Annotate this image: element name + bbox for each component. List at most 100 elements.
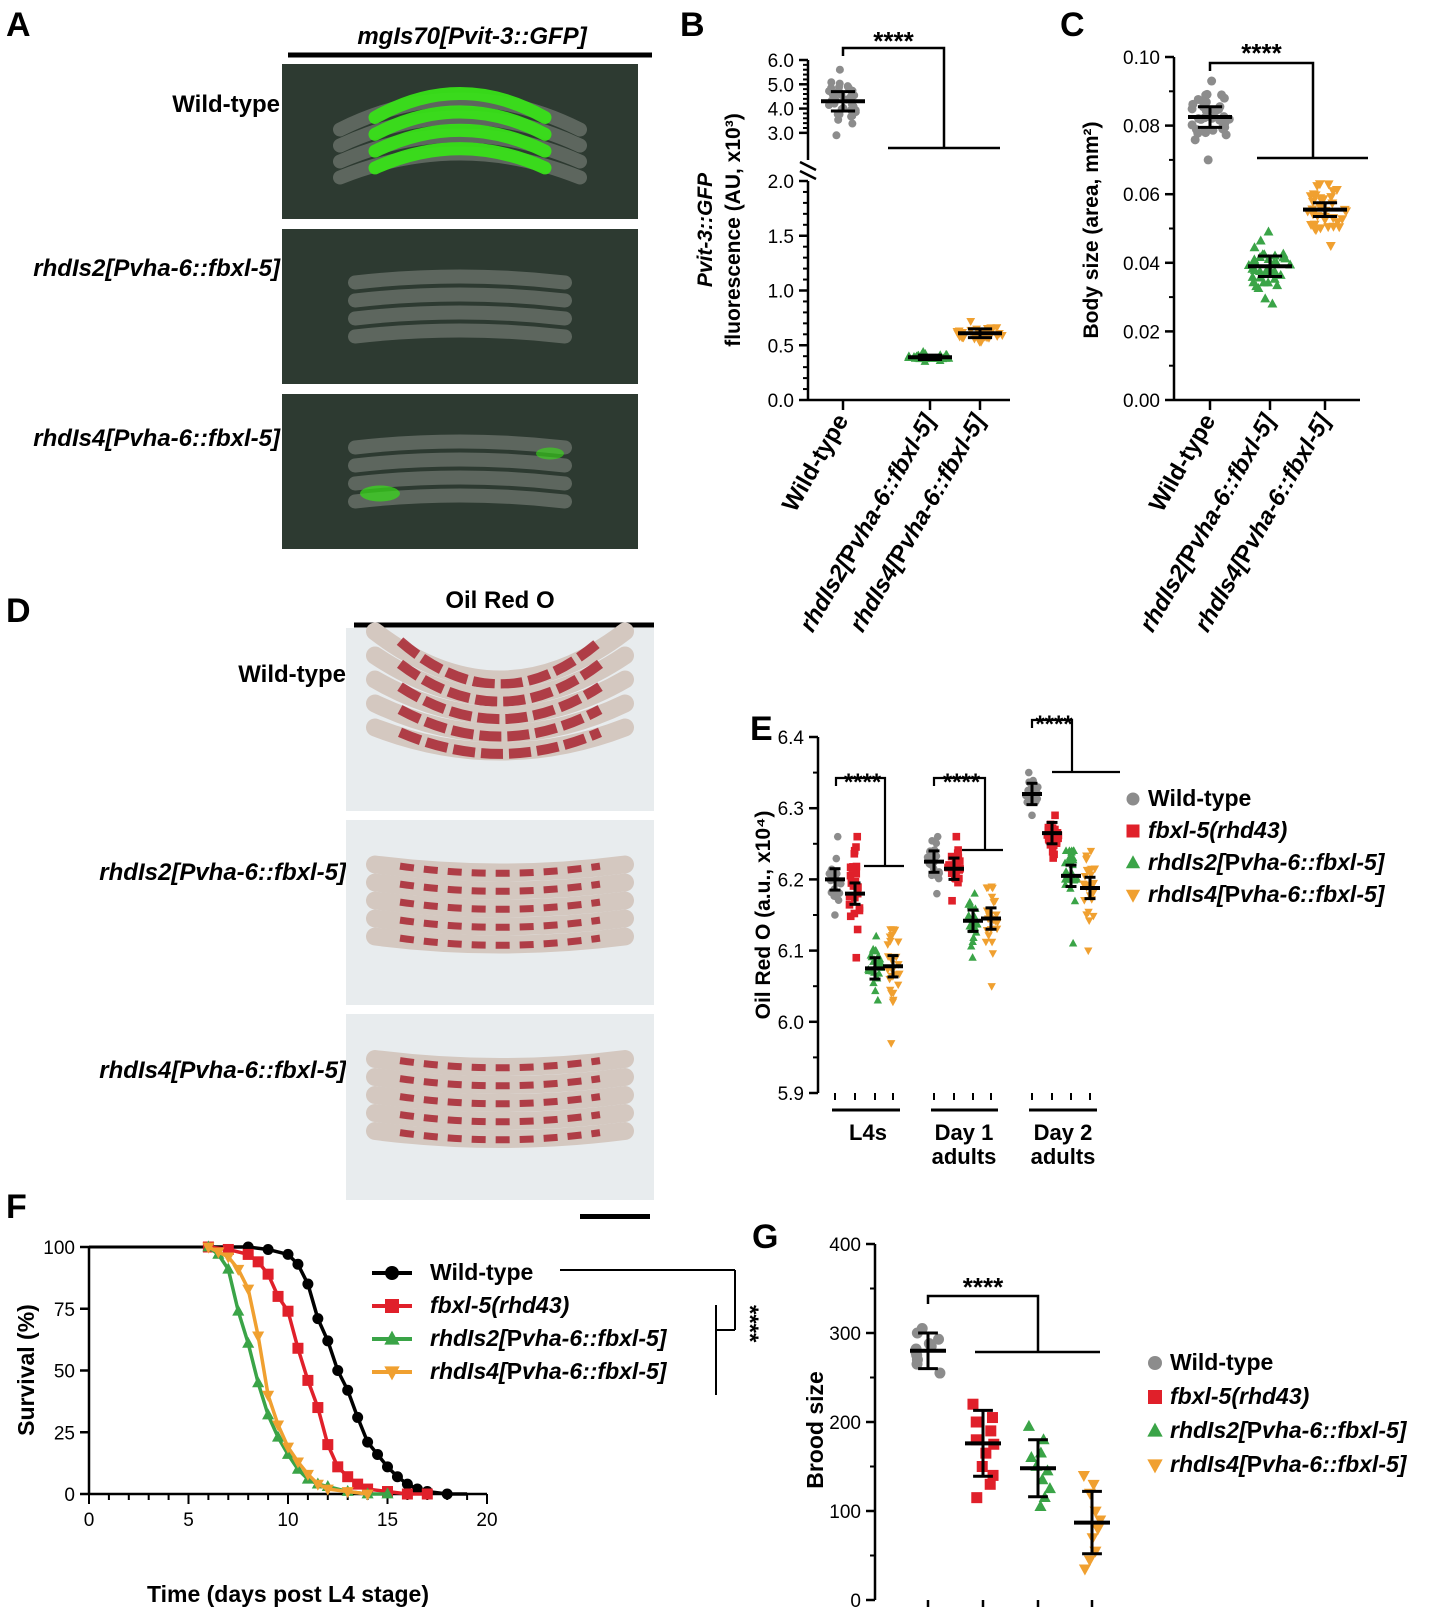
- chart-f-legend-label: Wild-type: [430, 1259, 533, 1285]
- chart-c-point: [1260, 293, 1271, 303]
- chart-b-y-tick-label: 1.5: [768, 227, 794, 248]
- chart-g-point: [916, 1323, 928, 1335]
- chart-g-legend-label: fbxl-5(rhd43): [1170, 1383, 1309, 1409]
- chart-c-point: [1320, 215, 1330, 225]
- chart-e-point: [894, 938, 903, 947]
- chart-f-point: [312, 1402, 324, 1414]
- chart-c: 0.00 0.02 0.04 0.06 0.08 0.10 Body size (area,…: [1080, 38, 1368, 637]
- chart-e-point: [889, 989, 898, 998]
- gfp-signal: [368, 87, 552, 124]
- chart-e-sig-bracket: [932, 776, 987, 850]
- chart-e: 5.9 6.0 6.1 6.2 6.3 6.4 Oil Red O (a.u., x10⁴)…: [752, 711, 1386, 1169]
- chart-f-point: [292, 1258, 304, 1270]
- chart-f-x-tick-label: 10: [277, 1510, 298, 1531]
- chart-e-point: [888, 998, 898, 1007]
- lipid-stain: [398, 727, 602, 759]
- chart-f-point: [222, 1243, 234, 1255]
- chart-f-legend-label: rhdIs4[Pvha-6::fbxl-5]: [430, 1358, 668, 1384]
- lipid-stain: [399, 898, 601, 913]
- panel-a-row-label-2: rhdIs2[Pvha-6::fbxl-5]: [33, 255, 281, 282]
- chart-e-group-label: adults: [932, 1144, 997, 1169]
- chart-e-legend-marker: [1125, 855, 1141, 869]
- chart-e-point: [1061, 846, 1071, 854]
- panel-a-header: mgIs70[Pvit-3::GFP]: [357, 23, 587, 50]
- chart-f-point: [352, 1478, 364, 1490]
- chart-f-legend-marker: [384, 1366, 400, 1381]
- chart-c-point: [1272, 280, 1283, 290]
- chart-g-point: [987, 1469, 999, 1481]
- chart-e-point: [965, 897, 974, 906]
- chart-e-point: [1084, 917, 1094, 925]
- chart-e-point: [989, 899, 998, 907]
- panel-a-row-label-1: Wild-type: [172, 91, 280, 118]
- chart-e-point: [871, 945, 880, 954]
- chart-g-point: [985, 1425, 997, 1437]
- lipid-stain: [397, 682, 603, 725]
- panel-b: B 0.0 0.5 1.0 1.5 2.0 3.0 4.0 5.0 6.0Pvit-3::GFP…: [680, 6, 1010, 637]
- chart-e-point: [987, 893, 997, 902]
- panel-e: E 5.9 6.0 6.1 6.2 6.3 6.4 Oil Red O (a.u., x10…: [750, 710, 1386, 1169]
- chart-e-point: [993, 919, 1002, 927]
- chart-f-sig-stars: ****: [736, 1305, 763, 1343]
- chart-g-point: [1091, 1524, 1104, 1536]
- chart-g-point: [970, 1416, 982, 1428]
- chart-c-y-tick-label: 0.00: [1123, 391, 1160, 412]
- chart-b-point: [848, 119, 857, 128]
- chart-c-point: [1325, 242, 1336, 252]
- scale-bar-d: [580, 1214, 650, 1219]
- chart-f-point: [391, 1471, 403, 1483]
- chart-c-y-tick-label: 0.04: [1123, 254, 1160, 275]
- chart-e-y-tick-label: 6.2: [778, 870, 804, 891]
- chart-b-y-label-line-1: Pvit-3::GFP: [694, 172, 717, 287]
- chart-f-x-tick-label: 0: [84, 1510, 95, 1531]
- chart-e-point: [1070, 896, 1080, 905]
- lipid-stain: [399, 1093, 601, 1108]
- chart-c-point: [1314, 202, 1325, 212]
- chart-g-y-tick-label: 200: [829, 1413, 861, 1434]
- chart-f-point: [342, 1471, 354, 1483]
- panel-a: A mgIs70[Pvit-3::GFP] Wild-type rhdIs2[P…: [6, 6, 652, 555]
- chart-f-point: [222, 1262, 235, 1274]
- chart-g-point: [970, 1434, 982, 1446]
- chart-e-point: [1069, 855, 1078, 864]
- chart-f-point: [282, 1305, 294, 1317]
- chart-b-point: [847, 112, 856, 121]
- chart-b-sig-stars: ****: [873, 26, 914, 56]
- chart-f-point: [252, 1376, 265, 1388]
- chart-g-y-label: Brood size: [802, 1371, 828, 1489]
- chart-g-legend-label: Wild-type: [1170, 1349, 1273, 1375]
- chart-f-point: [202, 1242, 215, 1254]
- chart-f-x-label: Time (days post L4 stage): [147, 1581, 429, 1607]
- chart-f-point: [411, 1483, 423, 1495]
- chart-f-x-tick-label: 20: [476, 1510, 497, 1531]
- chart-c-point: [1263, 226, 1274, 236]
- chart-e-point: [852, 869, 861, 878]
- chart-f-point: [242, 1248, 254, 1260]
- chart-f-point: [401, 1478, 413, 1490]
- chart-f-point: [262, 1408, 275, 1420]
- chart-c-point: [1201, 128, 1211, 138]
- chart-e-point: [1046, 831, 1054, 840]
- chart-f-point: [332, 1461, 344, 1473]
- chart-g-point: [967, 1398, 979, 1410]
- chart-b-upper-y-tick-label: 6.0: [768, 51, 794, 72]
- chart-e-point: [845, 900, 854, 909]
- chart-f-legend-label: rhdIs2[Pvha-6::fbxl-5]: [430, 1325, 668, 1351]
- chart-b-y-tick-label: 0.5: [768, 336, 794, 357]
- chart-g-y-tick-label: 0: [850, 1591, 861, 1607]
- chart-e-point: [831, 911, 839, 919]
- chart-c-point: [1267, 298, 1278, 308]
- chart-c-point: [1263, 277, 1274, 287]
- chart-f-point: [232, 1304, 245, 1316]
- panel-d-row-label-3: rhdIs4[Pvha-6::fbxl-5]: [99, 1057, 347, 1084]
- chart-e-point: [952, 832, 961, 841]
- panel-a-images: [282, 64, 638, 549]
- chart-f-point: [401, 1488, 413, 1500]
- chart-f-point: [352, 1411, 364, 1423]
- chart-f-point: [242, 1336, 255, 1348]
- chart-f-point: [252, 1256, 264, 1268]
- chart-e-point: [964, 911, 973, 919]
- chart-e-point: [886, 926, 895, 934]
- chart-e-point: [837, 879, 845, 888]
